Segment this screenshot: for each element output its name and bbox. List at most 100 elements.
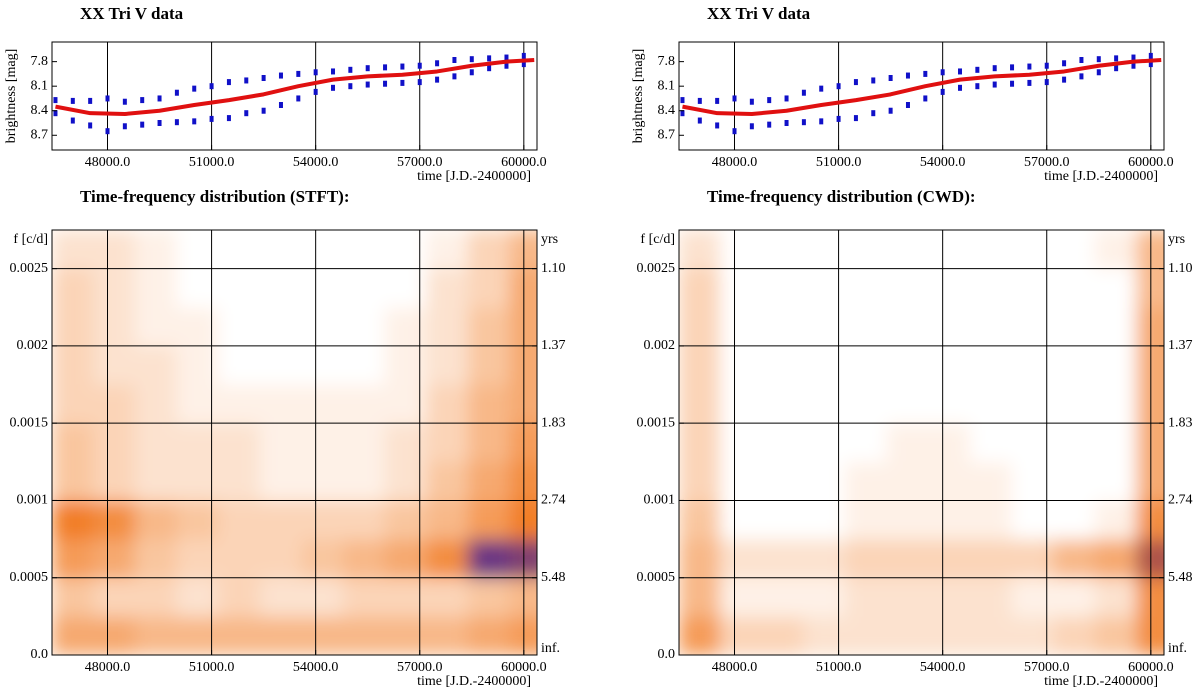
data-point bbox=[801, 119, 806, 126]
heatmap-cell bbox=[1136, 384, 1164, 424]
heatmap-cell bbox=[969, 306, 1013, 347]
heatmap-cell bbox=[176, 230, 220, 270]
heatmap-cell bbox=[134, 306, 178, 347]
heatmap-cell bbox=[134, 538, 178, 579]
heatmap-cell bbox=[845, 615, 888, 655]
heatmap-cell bbox=[384, 230, 428, 270]
heatmap-cell bbox=[1094, 268, 1138, 308]
y2-axis-label: yrs bbox=[1168, 232, 1185, 247]
x-axis-label: time [J.D.-2400000] bbox=[1044, 169, 1158, 184]
panel-title: XX Tri V data bbox=[80, 4, 184, 23]
heatmap-cell bbox=[1094, 422, 1138, 463]
heatmap-cell bbox=[384, 499, 428, 540]
heatmap-cell bbox=[886, 538, 930, 579]
data-point bbox=[313, 69, 318, 76]
heatmap-cell bbox=[969, 499, 1013, 540]
heatmap-cell bbox=[679, 230, 722, 270]
heatmap-cell bbox=[1136, 538, 1164, 579]
heatmap-cell bbox=[803, 345, 847, 386]
x-tick-label: 60000.0 bbox=[1128, 155, 1174, 170]
heatmap-cell bbox=[928, 577, 971, 617]
x-tick-label: 48000.0 bbox=[712, 660, 758, 675]
heatmap-cell bbox=[886, 499, 930, 540]
data-point bbox=[348, 83, 353, 90]
data-point bbox=[1062, 60, 1067, 67]
data-point bbox=[905, 102, 910, 108]
heatmap-cell bbox=[928, 461, 971, 501]
data-point bbox=[487, 65, 492, 72]
y2-tick-label: 1.83 bbox=[1168, 415, 1193, 430]
x-tick-label: 57000.0 bbox=[397, 155, 443, 170]
data-point bbox=[261, 75, 266, 81]
y2-tick-label: 2.74 bbox=[1168, 493, 1193, 508]
heatmap-cell bbox=[93, 422, 136, 463]
heatmap-cell bbox=[52, 268, 95, 308]
data-point bbox=[296, 95, 301, 102]
data-point bbox=[1079, 73, 1084, 80]
data-point bbox=[1096, 69, 1101, 76]
y-axis-label: f [c/d] bbox=[13, 232, 48, 247]
heatmap-cell bbox=[301, 499, 344, 540]
heatmap-cell bbox=[467, 615, 511, 655]
heatmap-cell bbox=[720, 615, 763, 655]
heatmap-cell bbox=[1011, 577, 1055, 617]
heatmap-cell bbox=[176, 345, 220, 386]
y-tick-label: 8.4 bbox=[658, 103, 676, 118]
x-axis-label: time [J.D.-2400000] bbox=[417, 674, 531, 689]
heatmap-cell bbox=[679, 615, 722, 655]
heatmap-cell bbox=[426, 422, 469, 463]
heatmap-cell bbox=[679, 268, 722, 308]
data-point bbox=[1131, 54, 1136, 61]
heatmap-cell bbox=[384, 577, 428, 617]
heatmap-cell bbox=[928, 615, 971, 655]
heatmap-cell bbox=[301, 422, 344, 463]
heatmap-cell bbox=[1011, 230, 1055, 270]
data-point bbox=[383, 80, 388, 87]
heatmap-cell bbox=[761, 538, 805, 579]
data-point bbox=[784, 95, 789, 102]
y-tick-label: 0.002 bbox=[644, 338, 676, 353]
x-tick-label: 60000.0 bbox=[501, 155, 547, 170]
y-axis-label: brightness [mag] bbox=[4, 49, 19, 143]
heatmap-cell bbox=[845, 306, 888, 347]
heatmap-cell bbox=[1053, 306, 1096, 347]
heatmap-cell bbox=[969, 577, 1013, 617]
heatmap-cell bbox=[301, 268, 344, 308]
heatmap-cell bbox=[134, 345, 178, 386]
heatmap-cell bbox=[1053, 577, 1096, 617]
heatmap-cell bbox=[761, 461, 805, 501]
data-point bbox=[261, 107, 266, 114]
heatmap-cell bbox=[93, 615, 136, 655]
heatmap-cell bbox=[509, 422, 537, 463]
heatmap-cell bbox=[886, 384, 930, 424]
data-point bbox=[784, 120, 789, 126]
heatmap-cell bbox=[218, 615, 261, 655]
heatmap-cell bbox=[720, 538, 763, 579]
heatmap-cell bbox=[1094, 615, 1138, 655]
heatmap-cell bbox=[845, 461, 888, 501]
data-point bbox=[331, 84, 336, 91]
plot-background bbox=[679, 42, 1164, 150]
data-point bbox=[1148, 61, 1153, 68]
heatmap-cell bbox=[259, 499, 303, 540]
heatmap-cell bbox=[93, 230, 136, 270]
heatmap-cell bbox=[720, 422, 763, 463]
heatmap-cell bbox=[845, 345, 888, 386]
panel: Time-frequency distribution (STFT): 48000… bbox=[10, 187, 566, 689]
data-point bbox=[521, 52, 526, 59]
heatmap-cell bbox=[1011, 384, 1055, 424]
heatmap-cell bbox=[1136, 577, 1164, 617]
data-point bbox=[836, 83, 841, 90]
heatmap-cell bbox=[218, 306, 261, 347]
data-point bbox=[122, 98, 127, 105]
heatmap-cell bbox=[1011, 461, 1055, 501]
x-tick-label: 48000.0 bbox=[712, 155, 758, 170]
heatmap-cell bbox=[679, 345, 722, 386]
data-point bbox=[417, 79, 422, 86]
data-point bbox=[732, 128, 737, 135]
heatmap-cell bbox=[1011, 422, 1055, 463]
heatmap-cell bbox=[259, 577, 303, 617]
heatmap-cell bbox=[886, 268, 930, 308]
heatmap-cell bbox=[1094, 461, 1138, 501]
y2-tick-label: 1.37 bbox=[1168, 338, 1193, 353]
